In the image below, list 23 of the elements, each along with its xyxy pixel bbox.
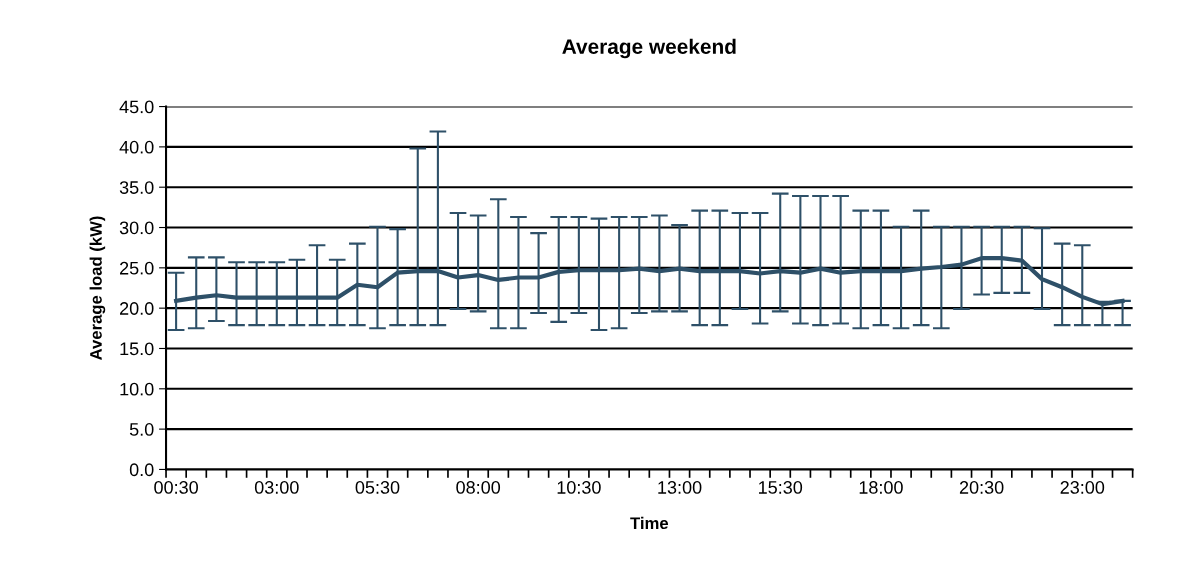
x-tick-label: 18:00 — [859, 481, 903, 494]
y-tick-label: 45.0 — [119, 100, 154, 114]
x-tick-label: 23:00 — [1060, 481, 1105, 494]
y-tick-label: 30.0 — [119, 221, 154, 235]
x-tick-label: 20:30 — [959, 481, 1004, 494]
x-tick-label: 00:30 — [154, 481, 198, 494]
x-tick-label: 08:00 — [456, 481, 501, 494]
x-tick-label: 03:00 — [254, 481, 299, 494]
x-tick-label: 15:30 — [759, 481, 803, 494]
chart-title: Average weekend — [562, 38, 736, 59]
x-tick-label: 10:30 — [557, 481, 601, 494]
y-tick-label: 5.0 — [129, 423, 154, 436]
y-axis-title: Average load (kW) — [89, 216, 106, 360]
y-tick-label: 20.0 — [120, 302, 154, 315]
y-tick-label: 25.0 — [120, 261, 154, 275]
x-axis-title: Time — [630, 516, 669, 530]
y-tick-label: 15.0 — [120, 342, 154, 356]
y-tick-label: 40.0 — [119, 140, 154, 154]
x-tick-label: 05:30 — [355, 481, 400, 494]
y-tick-label: 10.0 — [120, 382, 154, 396]
y-tick-label: 35.0 — [119, 181, 154, 194]
x-tick-label: 13:00 — [658, 481, 702, 494]
y-tick-label: 0.0 — [129, 463, 154, 477]
